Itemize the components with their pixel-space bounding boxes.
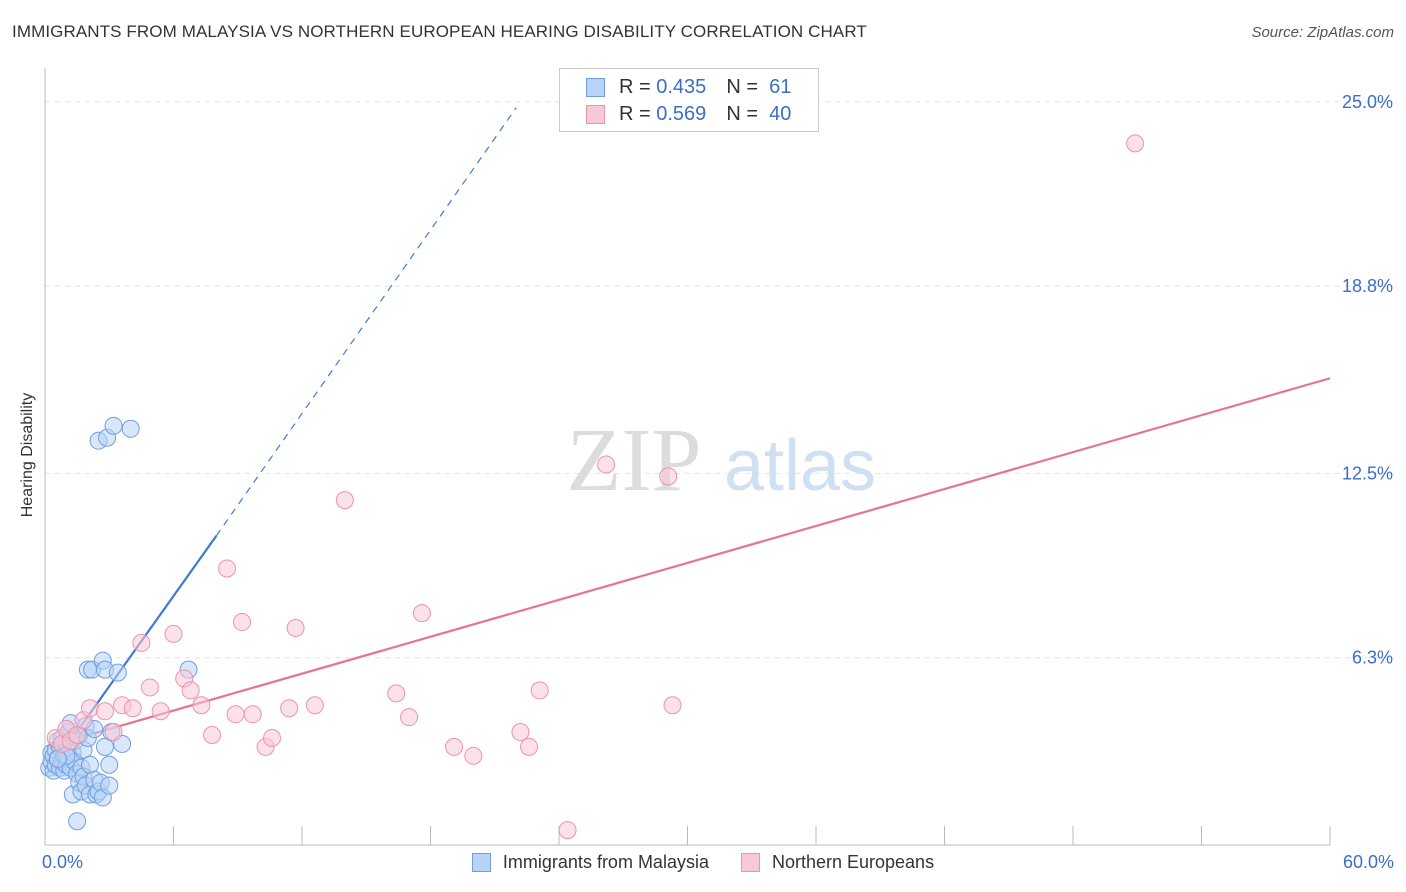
data-point-s1-37 xyxy=(558,821,577,840)
data-points xyxy=(40,134,1145,840)
data-point-s1-25 xyxy=(280,699,299,718)
gridlines xyxy=(45,101,1395,659)
legend-r-label: R = xyxy=(619,75,651,98)
data-point-s0-54 xyxy=(104,416,123,435)
series-name-malaysia: Immigrants from Malaysia xyxy=(502,852,709,872)
data-point-s1-33 xyxy=(464,746,483,765)
series-swatch-northern-europeans xyxy=(740,853,760,872)
data-point-s1-32 xyxy=(445,737,464,756)
source-credit: Source: ZipAtlas.com xyxy=(1251,24,1394,41)
data-point-s1-17 xyxy=(192,696,211,715)
data-point-s1-29 xyxy=(387,684,406,703)
series-legend-item-northern-europeans[interactable]: Northern Europeans xyxy=(740,852,935,873)
legend-r-label: R = xyxy=(619,102,651,125)
legend-n-label: N = xyxy=(726,75,758,98)
legend-n-label: N = xyxy=(726,102,758,125)
data-point-s1-14 xyxy=(164,624,183,643)
legend-r-value-northern-europeans: 0.569 xyxy=(656,102,707,125)
legend-n-value-northern-europeans: 40 xyxy=(769,102,792,125)
data-point-s1-24 xyxy=(263,728,282,747)
data-point-s1-4 xyxy=(68,726,87,745)
data-point-s0-37 xyxy=(80,755,99,774)
watermark-zip: ZIP xyxy=(567,411,702,510)
data-point-s0-26 xyxy=(68,812,87,831)
legend-n-value-malaysia: 61 xyxy=(769,75,792,98)
data-point-s0-52 xyxy=(100,776,119,795)
data-point-s1-28 xyxy=(335,491,354,510)
trend-line-extension-0 xyxy=(215,107,517,537)
data-point-s1-21 xyxy=(233,613,252,632)
data-point-s1-34 xyxy=(511,723,530,742)
legend-row-northern-europeans: R = 0.569 N = 40 xyxy=(586,102,791,126)
x-tick-label-max: 60.0% xyxy=(1342,852,1394,872)
data-point-s0-59 xyxy=(121,419,140,438)
series-swatch-malaysia xyxy=(471,853,491,872)
data-point-s1-19 xyxy=(218,559,237,578)
data-point-s1-31 xyxy=(412,604,431,623)
data-point-s1-16 xyxy=(181,681,200,700)
data-point-s1-36 xyxy=(530,681,549,700)
y-tick-label-0: 6.3% xyxy=(1352,648,1393,668)
legend-swatch-northern-europeans xyxy=(586,104,605,124)
data-point-s0-56 xyxy=(108,663,127,682)
y-tick-label-2: 18.8% xyxy=(1342,276,1393,296)
data-point-s1-11 xyxy=(132,633,151,652)
data-point-s1-38 xyxy=(597,455,616,474)
series-name-northern-europeans: Northern Europeans xyxy=(771,852,935,872)
correlation-legend: R = 0.435 N = 61 R = 0.569 N = 40 xyxy=(559,68,819,132)
trend-line-1 xyxy=(46,377,1331,748)
data-point-s1-6 xyxy=(80,699,99,718)
data-point-s1-7 xyxy=(95,702,114,721)
watermark-atlas: atlas xyxy=(724,426,876,506)
data-point-s1-41 xyxy=(1126,134,1145,153)
series-legend-item-malaysia[interactable]: Immigrants from Malaysia xyxy=(471,852,709,873)
y-tick-label-3: 25.0% xyxy=(1342,92,1393,112)
data-point-s1-18 xyxy=(203,726,222,745)
legend-swatch-malaysia xyxy=(586,77,605,97)
legend-r-value-malaysia: 0.435 xyxy=(656,75,707,98)
data-point-s1-10 xyxy=(123,699,142,718)
y-tick-labels: 6.3% 12.5% 18.8% 25.0% xyxy=(1342,92,1393,668)
data-point-s1-27 xyxy=(305,696,324,715)
y-tick-label-1: 12.5% xyxy=(1342,463,1393,483)
legend-row-malaysia: R = 0.435 N = 61 xyxy=(586,75,791,99)
data-point-s0-51 xyxy=(100,755,119,774)
data-point-s1-39 xyxy=(659,467,678,486)
data-point-s1-13 xyxy=(151,702,170,721)
data-point-s1-20 xyxy=(226,705,245,724)
series-legend: Immigrants from Malaysia Northern Europe… xyxy=(0,852,1406,873)
data-point-s1-40 xyxy=(663,696,682,715)
data-point-s0-48 xyxy=(95,737,114,756)
x-tick-label-min: 0.0% xyxy=(42,852,84,872)
data-point-s1-22 xyxy=(243,705,262,724)
data-point-s1-30 xyxy=(400,708,419,727)
data-point-s1-26 xyxy=(286,618,305,637)
chart-title: IMMIGRANTS FROM MALAYSIA VS NORTHERN EUR… xyxy=(12,22,867,41)
data-point-s1-35 xyxy=(520,737,539,756)
data-point-s1-12 xyxy=(140,678,159,697)
data-point-s0-58 xyxy=(48,749,67,768)
data-point-s1-8 xyxy=(104,723,123,742)
